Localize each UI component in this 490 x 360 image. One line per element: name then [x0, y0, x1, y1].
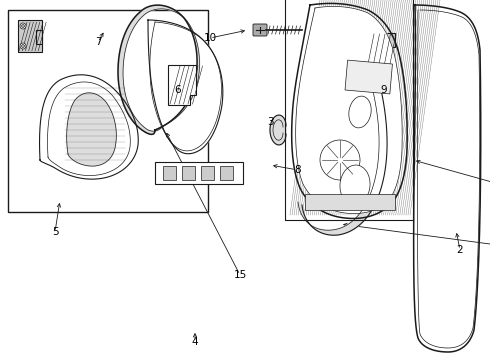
- Polygon shape: [67, 93, 116, 166]
- Ellipse shape: [340, 165, 370, 205]
- Bar: [8, 10, 208, 212]
- Polygon shape: [365, 33, 395, 75]
- Polygon shape: [148, 20, 223, 154]
- Circle shape: [22, 24, 24, 27]
- Bar: [163, 166, 176, 180]
- Circle shape: [20, 43, 26, 49]
- Text: 6: 6: [175, 85, 181, 95]
- Bar: [285, 0, 413, 220]
- Bar: [305, 194, 395, 210]
- Text: 7: 7: [95, 37, 101, 47]
- Polygon shape: [118, 5, 199, 134]
- Polygon shape: [18, 20, 42, 52]
- Text: 4: 4: [192, 337, 198, 347]
- Circle shape: [20, 23, 26, 29]
- Text: 2: 2: [457, 245, 464, 255]
- Text: 5: 5: [51, 227, 58, 237]
- Bar: [345, 60, 392, 94]
- Ellipse shape: [349, 96, 371, 128]
- Bar: [220, 166, 233, 180]
- Polygon shape: [168, 65, 196, 105]
- Text: 10: 10: [203, 33, 217, 43]
- Polygon shape: [270, 115, 286, 145]
- Polygon shape: [295, 6, 402, 213]
- Text: 8: 8: [294, 165, 301, 175]
- Polygon shape: [414, 5, 481, 352]
- Text: 15: 15: [233, 270, 246, 280]
- Text: 9: 9: [381, 85, 387, 95]
- Circle shape: [22, 45, 24, 48]
- Polygon shape: [292, 3, 407, 219]
- FancyBboxPatch shape: [253, 24, 267, 36]
- Text: 3: 3: [267, 117, 273, 127]
- Bar: [201, 166, 214, 180]
- Bar: [182, 166, 195, 180]
- Polygon shape: [298, 85, 387, 235]
- Bar: [155, 162, 243, 184]
- Polygon shape: [40, 75, 138, 179]
- Circle shape: [320, 140, 360, 180]
